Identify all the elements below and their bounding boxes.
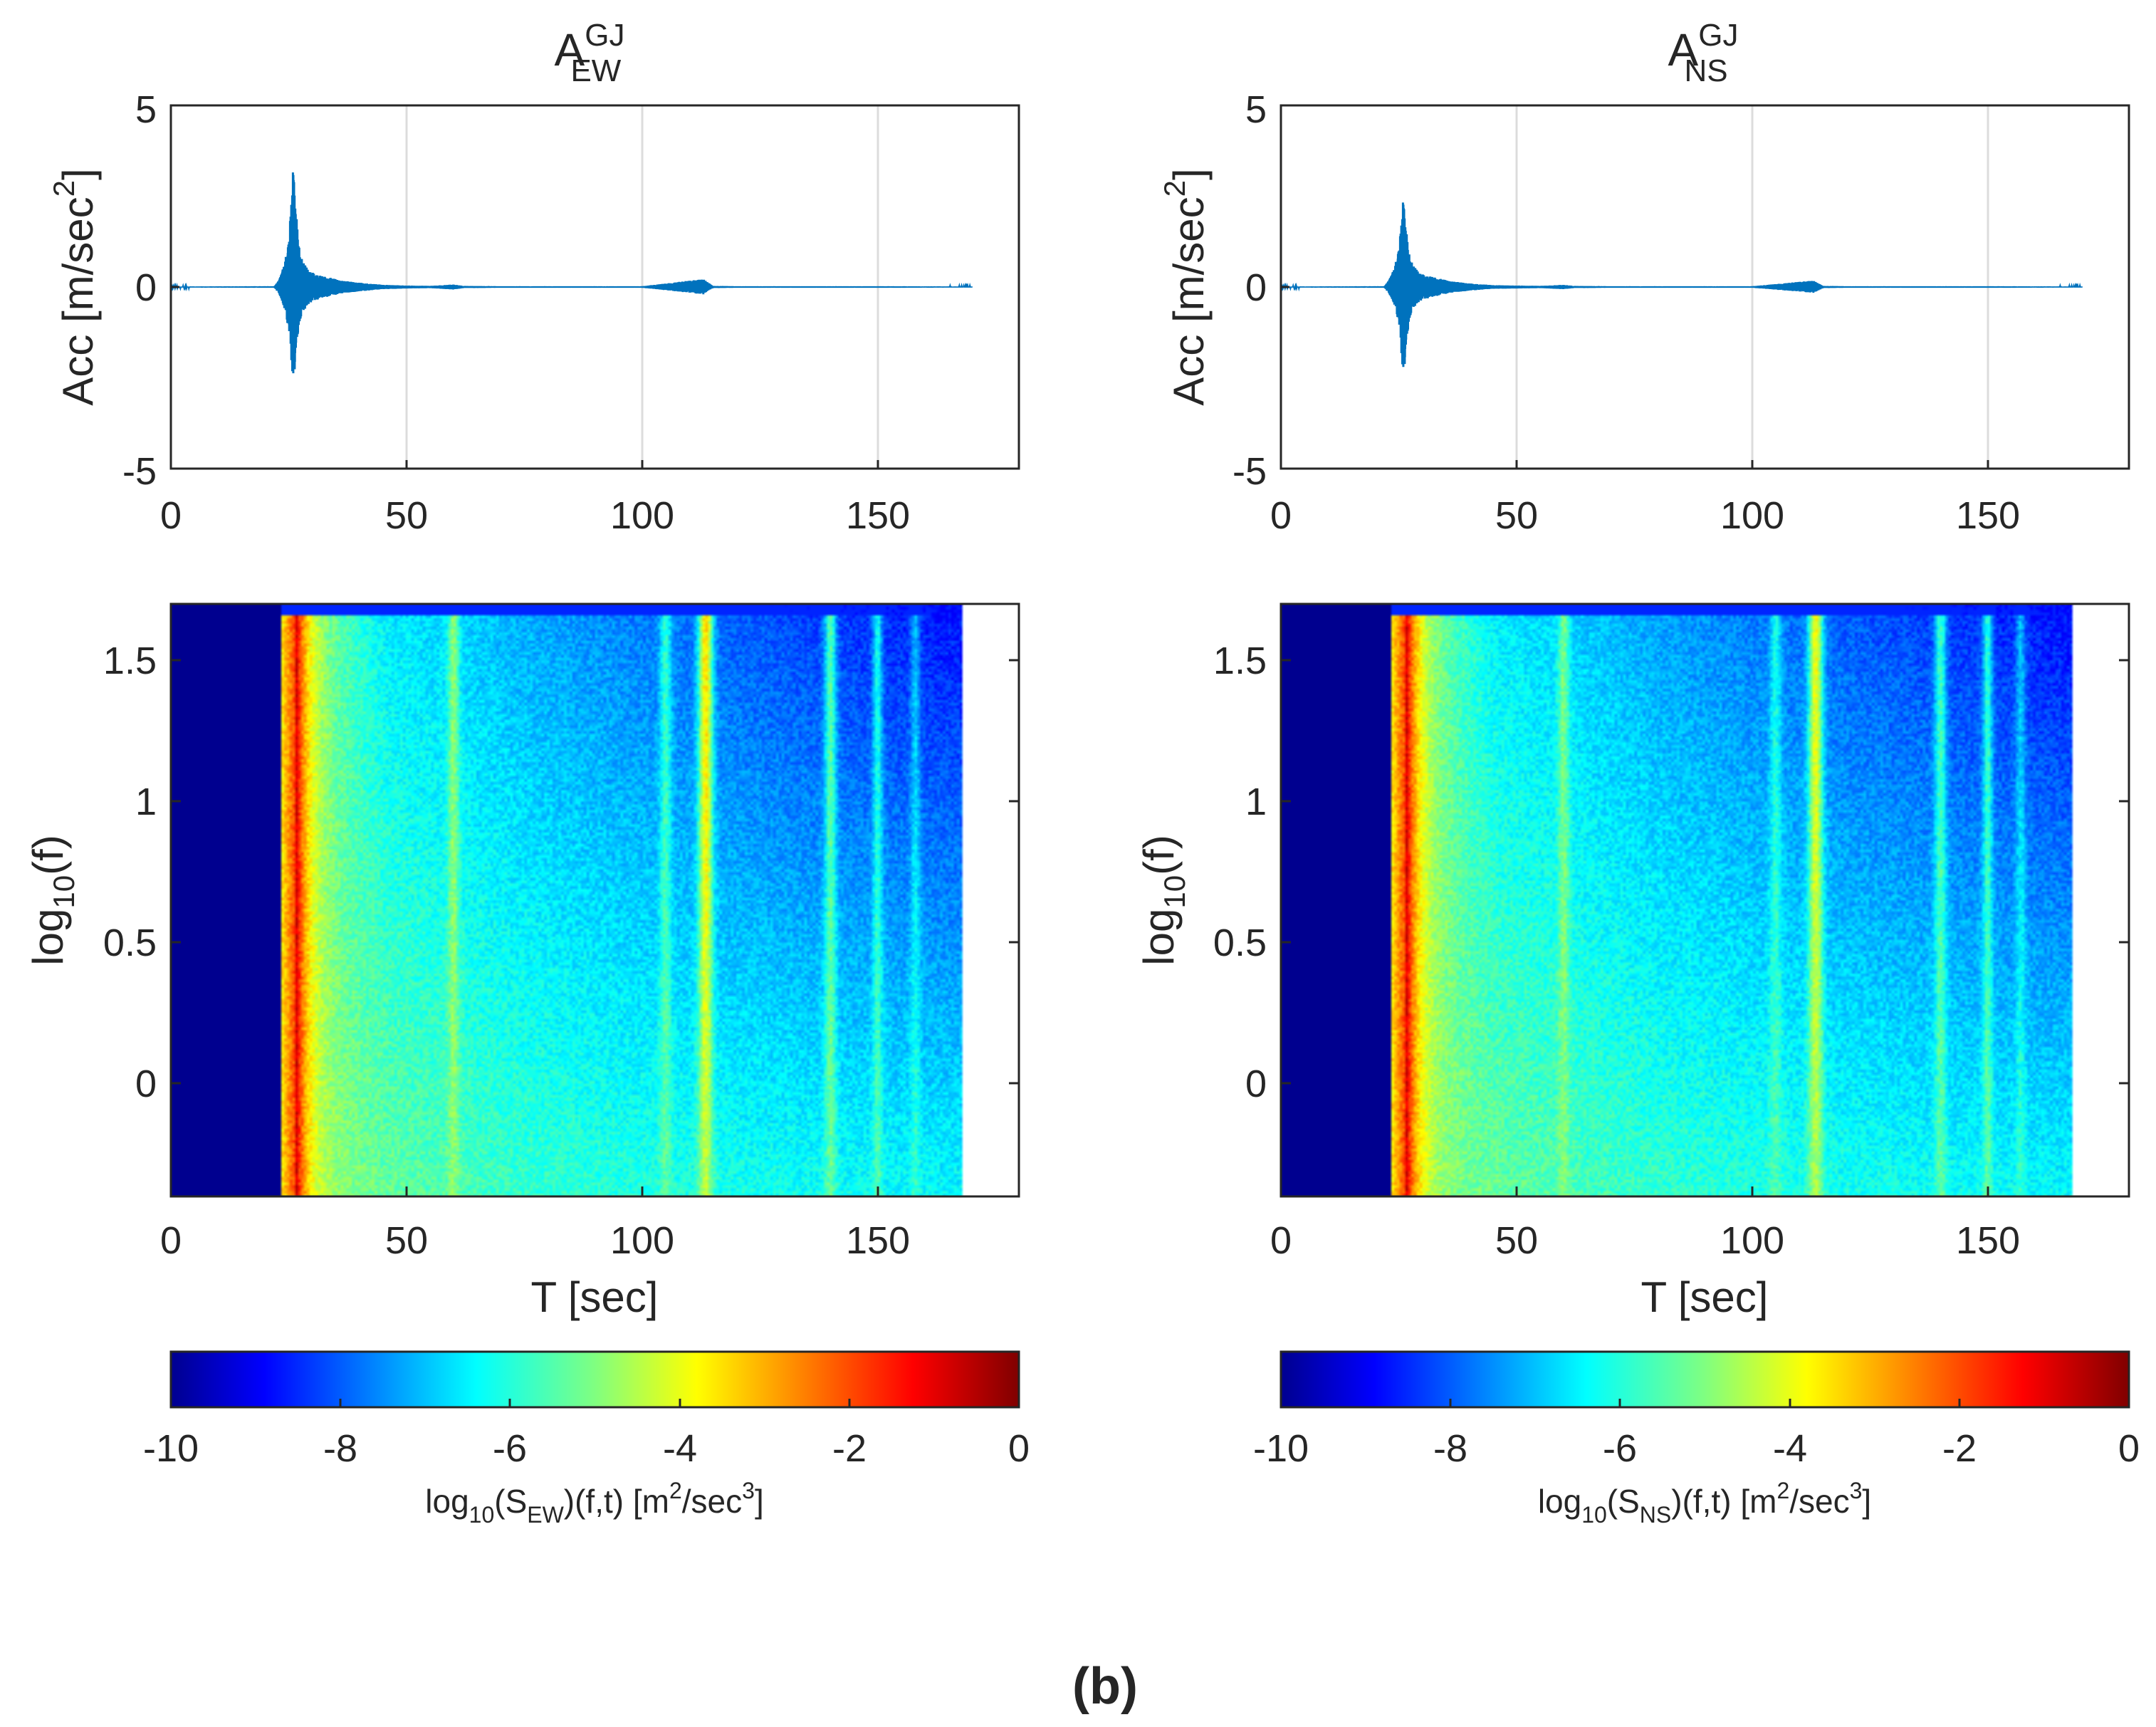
colorbar-ew-tick-label: -10 (143, 1427, 199, 1470)
colorbar-ew-tick-label: -4 (663, 1427, 697, 1470)
spec-ew-xtick-label: 0 (160, 1219, 182, 1262)
panel-label: (b) (1072, 1658, 1138, 1715)
colorbar-ns-tick-label: -8 (1433, 1427, 1467, 1470)
acc-ew-ylabel: Acc [m/sec2] (47, 168, 102, 405)
spec-ew-ytick-label: 0.5 (103, 922, 157, 964)
spec-ew-ytick-label: 1.5 (103, 640, 157, 682)
colorbar-ns-ticks (1449, 1399, 1961, 1407)
spec-ns-ylabel-sub: 10 (1158, 875, 1191, 909)
spec-ns-axes (1280, 602, 2130, 1198)
acc-ew-title-main: A (555, 24, 585, 75)
acc-ns-title-sup: GJ (1698, 18, 1738, 53)
acc-ns-ylabel-prefix: Acc [m/sec (1165, 197, 1213, 405)
acc-ew-xtick-label: 0 (160, 494, 182, 537)
spec-ns-ytick-label: 0.5 (1213, 922, 1267, 964)
colorbar-ns-tick-label: 0 (2118, 1427, 2140, 1470)
colorbar-ew-tick-label: -2 (832, 1427, 867, 1470)
spec-ns-heatmap (1281, 604, 2129, 1196)
spec-ew-ylabel-sub: 10 (47, 875, 80, 909)
spec-ns-xtick-label: 150 (1956, 1219, 2020, 1262)
colorbar-ew-gradient (169, 1350, 1020, 1409)
colorbar-ew-tick-label: 0 (1008, 1427, 1030, 1470)
colorbar-ew-label: log10(SEW)(f,t) [m2/sec3] (425, 1478, 763, 1528)
spec-ew-ylabel-prefix: log (24, 909, 72, 966)
spec-ew-xtick-label: 50 (385, 1219, 428, 1262)
acc-ns-ticks (1281, 286, 1989, 469)
acc-ew-plot: AGJ EW 0 50 100 150 -5 0 5 Acc [m/sec2] (47, 18, 1020, 537)
acc-ew-ylabel-sup: 2 (47, 180, 80, 197)
colorbar-ew-tick-label: -8 (323, 1427, 357, 1470)
acc-ew-xtick-label: 50 (385, 494, 428, 537)
colorbar-ns-label: log10(SNS)(f,t) [m2/sec3] (1538, 1478, 1871, 1528)
spec-ns-ticks (1281, 659, 2129, 1196)
acc-ns-title-sub: NS (1684, 53, 1727, 88)
acc-ns-xtick-label: 0 (1270, 494, 1292, 537)
spec-ew-heatmap (171, 604, 1019, 1196)
spec-ew-xtick-label: 150 (846, 1219, 910, 1262)
acc-ns-title-main: A (1668, 24, 1699, 75)
acc-ns-trace (1280, 202, 2083, 367)
spec-ew-ytick-label: 0 (135, 1063, 157, 1105)
spec-ns-xtick-label: 100 (1720, 1219, 1784, 1262)
spec-ns-xtick-label: 0 (1270, 1219, 1292, 1262)
acc-ns-ylabel-sup: 2 (1158, 180, 1191, 197)
spec-ew-ylabel-suffix: (f) (24, 835, 72, 875)
spec-ns-xlabel: T [sec] (1641, 1273, 1769, 1321)
acc-ns-title: AGJ NS (1668, 18, 1739, 88)
spec-ew-ytick-label: 1 (135, 781, 157, 823)
acc-ew-trace (169, 172, 973, 374)
acc-ew-xtick-label: 150 (846, 494, 910, 537)
spec-ns-xtick-label: 50 (1495, 1219, 1538, 1262)
acc-ns-ytick-label: 5 (1245, 88, 1267, 131)
spec-ew-xlabel: T [sec] (531, 1273, 659, 1321)
acc-ns-ytick-label: -5 (1233, 450, 1267, 493)
colorbar-ns-tick-label: -2 (1942, 1427, 1977, 1470)
acc-ew-ticks (171, 286, 879, 469)
spec-ns-ylabel: log10(f) (1135, 835, 1191, 965)
colorbar-ew-ticks (339, 1399, 851, 1407)
acc-ew-ylabel-suffix: ] (54, 168, 102, 180)
acc-ns-ylabel: Acc [m/sec2] (1158, 168, 1213, 405)
colorbar-ew: -10 -8 -6 -4 -2 0 log10(SEW)(f,t) [m2/se… (143, 1350, 1030, 1528)
acc-ew-ytick-label: -5 (122, 450, 157, 493)
acc-ew-ytick-label: 5 (135, 88, 157, 131)
colorbar-ns-tick-label: -10 (1253, 1427, 1309, 1470)
acc-ns-xtick-label: 100 (1720, 494, 1784, 537)
acc-ew-ytick-label: 0 (135, 266, 157, 309)
colorbar-ns-tick-label: -6 (1603, 1427, 1637, 1470)
spec-ns-ylabel-prefix: log (1135, 909, 1183, 966)
acc-ns-plot: AGJ NS 0 50 100 150 -5 0 5 Acc [m/sec2] (1158, 18, 2130, 537)
acc-ns-xtick-label: 50 (1495, 494, 1538, 537)
spec-ew-xtick-label: 100 (610, 1219, 674, 1262)
spec-ew-axes (169, 602, 1020, 1198)
spec-ew-ylabel: log10(f) (24, 835, 80, 965)
acc-ns-ytick-label: 0 (1245, 266, 1267, 309)
colorbar-ew-tick-label: -6 (493, 1427, 527, 1470)
acc-ew-ylabel-prefix: Acc [m/sec (54, 197, 102, 405)
spec-ns-ytick-label: 1.5 (1213, 640, 1267, 682)
spec-ns-ytick-label: 0 (1245, 1063, 1267, 1105)
acc-ew-title: AGJ EW (555, 18, 625, 88)
spec-ew-ticks (171, 659, 1019, 1196)
colorbar-ns: -10 -8 -6 -4 -2 0 log10(SNS)(f,t) [m2/se… (1253, 1350, 2140, 1528)
spec-ew-plot: 0 50 100 150 0 0.5 1 1.5 T [sec] log10(f… (24, 602, 1020, 1321)
acc-ew-title-sub: EW (570, 53, 621, 88)
acc-ew-xtick-label: 100 (610, 494, 674, 537)
spec-ns-plot: 0 50 100 150 0 0.5 1 1.5 T [sec] log10(f… (1135, 602, 2130, 1321)
acc-ns-xtick-label: 150 (1956, 494, 2020, 537)
colorbar-ns-gradient (1280, 1350, 2130, 1409)
spec-ns-ytick-label: 1 (1245, 781, 1267, 823)
spec-ns-ylabel-suffix: (f) (1135, 835, 1183, 875)
colorbar-ns-tick-label: -4 (1773, 1427, 1807, 1470)
acc-ew-title-sup: GJ (585, 18, 624, 53)
acc-ns-ylabel-suffix: ] (1165, 168, 1213, 180)
